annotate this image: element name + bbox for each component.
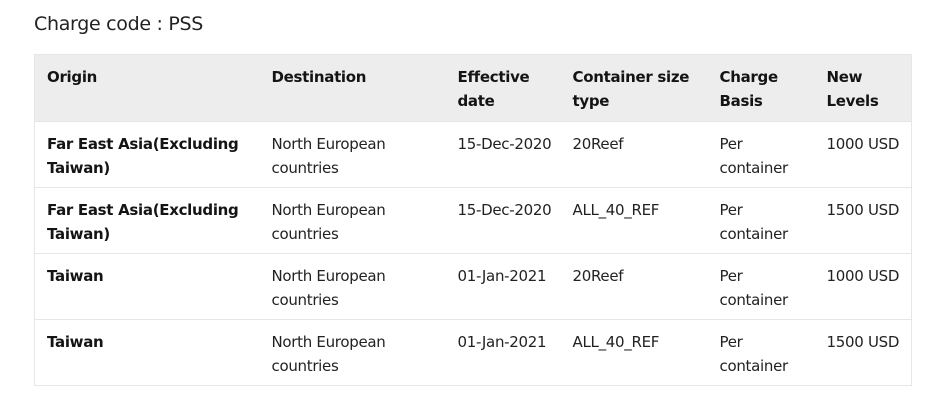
cell-charge-basis: Per container — [707, 319, 815, 386]
cell-container-size-type: 20Reef — [560, 121, 708, 188]
cell-charge-basis: Per container — [707, 187, 815, 254]
cell-container-size-type: ALL_40_REF — [560, 319, 708, 386]
header-charge-basis: Charge Basis — [707, 54, 815, 122]
cell-destination: North European countries — [259, 253, 446, 320]
cell-effective-date: 15-Dec-2020 — [445, 121, 561, 188]
table-row: Far East Asia(Excluding Taiwan) North Eu… — [34, 187, 912, 254]
table-header-row: Origin Destination Effective date Contai… — [34, 54, 912, 122]
cell-new-levels: 1000 USD — [814, 121, 912, 188]
cell-effective-date: 01-Jan-2021 — [445, 319, 561, 386]
header-effective-date: Effective date — [445, 54, 561, 122]
cell-charge-basis: Per container — [707, 253, 815, 320]
cell-container-size-type: 20Reef — [560, 253, 708, 320]
header-new-levels: New Levels — [814, 54, 912, 122]
cell-container-size-type: ALL_40_REF — [560, 187, 708, 254]
header-container-size-type: Container size type — [560, 54, 708, 122]
cell-effective-date: 15-Dec-2020 — [445, 187, 561, 254]
cell-origin: Taiwan — [34, 319, 260, 386]
header-destination: Destination — [259, 54, 446, 122]
cell-destination: North European countries — [259, 319, 446, 386]
table-row: Taiwan North European countries 01-Jan-2… — [34, 319, 912, 386]
charge-table: Origin Destination Effective date Contai… — [34, 54, 912, 386]
cell-new-levels: 1500 USD — [814, 187, 912, 254]
cell-origin: Far East Asia(Excluding Taiwan) — [34, 121, 260, 188]
table-row: Far East Asia(Excluding Taiwan) North Eu… — [34, 121, 912, 188]
cell-effective-date: 01-Jan-2021 — [445, 253, 561, 320]
cell-destination: North European countries — [259, 187, 446, 254]
cell-destination: North European countries — [259, 121, 446, 188]
cell-charge-basis: Per container — [707, 121, 815, 188]
cell-origin: Far East Asia(Excluding Taiwan) — [34, 187, 260, 254]
charge-code-title: Charge code : PSS — [34, 13, 203, 35]
header-origin: Origin — [34, 54, 260, 122]
cell-new-levels: 1500 USD — [814, 319, 912, 386]
cell-origin: Taiwan — [34, 253, 260, 320]
cell-new-levels: 1000 USD — [814, 253, 912, 320]
table-row: Taiwan North European countries 01-Jan-2… — [34, 253, 912, 320]
